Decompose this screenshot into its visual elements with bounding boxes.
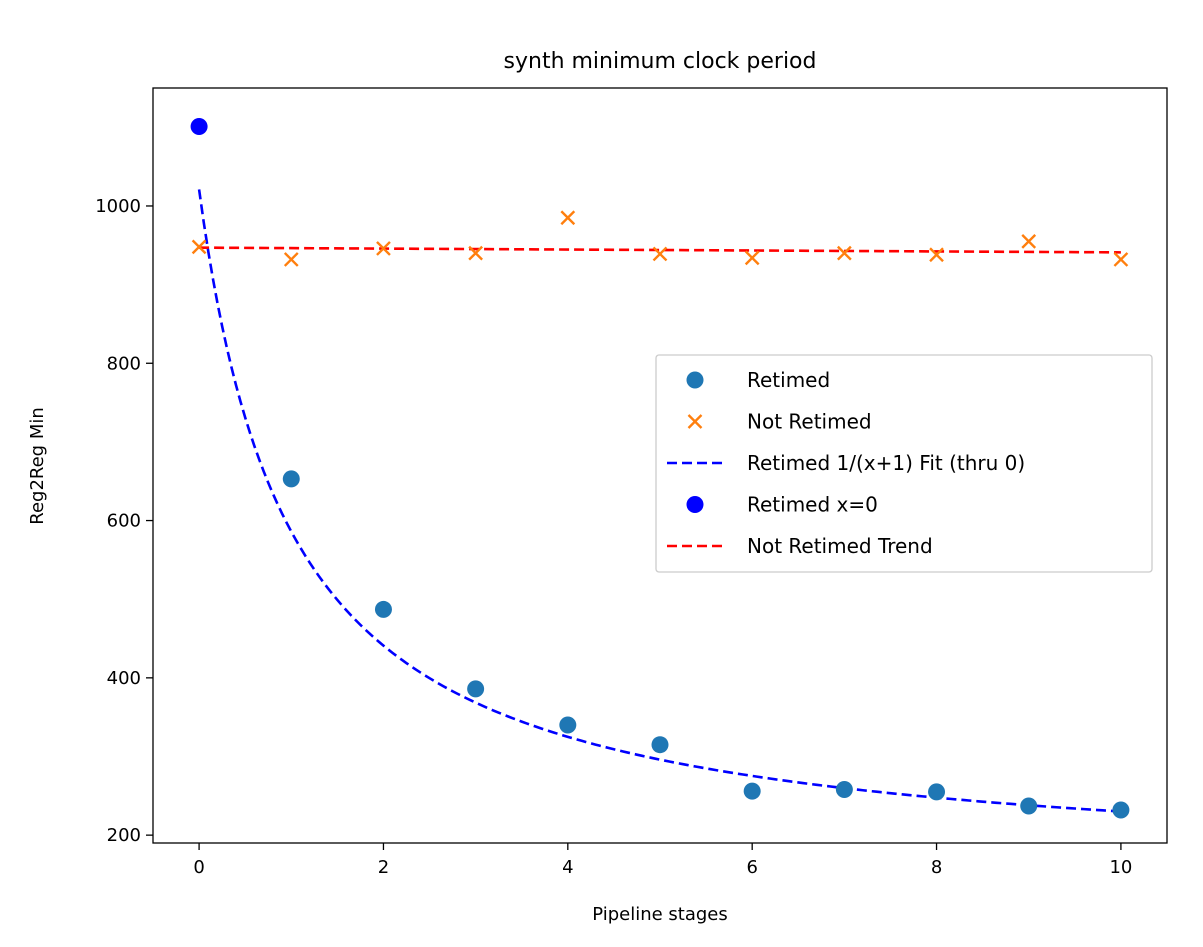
not-retimed-point <box>1021 234 1037 249</box>
legend-item: Retimed 1/(x+1) Fit (thru 0) <box>667 451 1025 475</box>
legend-label: Retimed x=0 <box>747 493 878 517</box>
y-tick-label: 1000 <box>95 196 141 217</box>
x-marker-stroke <box>1021 234 1037 249</box>
x-tick-label: 10 <box>1109 857 1132 878</box>
legend-frame <box>655 354 1153 573</box>
retimed-point <box>928 783 946 801</box>
x-marker-stroke <box>468 245 483 261</box>
not-retimed-point <box>929 247 944 263</box>
not-retimed-point <box>376 241 391 256</box>
retimed-point <box>374 600 392 618</box>
plot-area <box>152 87 1168 844</box>
x-marker-stroke <box>560 210 576 226</box>
legend-item: Not Retimed <box>687 410 872 434</box>
legend: Retimed Not Retimed Retimed 1/(x+1) Fit (t… <box>655 354 1153 573</box>
chart-title: synth minimum clock period <box>504 49 817 74</box>
not-retimed-trend-line <box>199 246 1121 254</box>
y-tick-label: 800 <box>107 353 141 374</box>
x-marker-stroke <box>376 241 391 256</box>
x-tick-label: 6 <box>746 857 757 878</box>
x-marker-stroke <box>837 245 852 261</box>
not-retimed-point <box>560 210 576 226</box>
y-tick-label: 600 <box>107 511 141 532</box>
y-tick-label: 200 <box>107 825 141 846</box>
legend-circle-marker <box>686 371 704 389</box>
legend-x-marker <box>687 414 703 429</box>
retimed-point <box>835 781 853 799</box>
retimed-point <box>467 680 485 698</box>
x-marker-stroke <box>1113 252 1129 267</box>
not-retimed-point <box>744 250 760 266</box>
legend-item: Retimed x=0 <box>686 493 878 517</box>
retimed-point <box>743 782 761 800</box>
x-marker-stroke <box>744 250 760 266</box>
retimed-x0-point <box>190 118 208 136</box>
not-retimed-point <box>283 252 299 267</box>
legend-circle-marker <box>686 496 704 513</box>
series-layer <box>190 118 1130 819</box>
retimed-fit-line <box>197 189 1121 813</box>
y-axis-label: Reg2Reg Min <box>27 407 48 525</box>
x-tick-label: 4 <box>562 857 573 878</box>
legend-label: Not Retimed <box>747 410 872 434</box>
retimed-point <box>559 716 577 734</box>
legend-label: Retimed 1/(x+1) Fit (thru 0) <box>747 451 1025 475</box>
axes-layer: 0 2 4 6 8 10 200 400 600 800 1000 <box>95 196 1132 878</box>
legend-label: Not Retimed Trend <box>747 534 933 558</box>
x-tick-label: 2 <box>378 857 389 878</box>
y-tick-label: 400 <box>107 668 141 689</box>
x-tick-label: 0 <box>193 857 204 878</box>
x-marker-stroke <box>652 246 668 262</box>
x-tick-label: 8 <box>931 857 942 878</box>
not-retimed-point <box>191 239 207 255</box>
x-marker-stroke <box>283 252 299 267</box>
legend-item: Retimed <box>686 368 830 392</box>
legend-item: Not Retimed Trend <box>667 534 933 558</box>
not-retimed-point <box>1113 252 1129 267</box>
legend-label: Retimed <box>747 368 830 392</box>
x-marker-stroke <box>687 414 703 429</box>
not-retimed-point <box>652 246 668 262</box>
x-marker-stroke <box>191 239 207 255</box>
retimed-point <box>282 470 300 488</box>
retimed-point <box>1020 797 1038 815</box>
x-axis-label: Pipeline stages <box>592 904 728 925</box>
retimed-point <box>651 736 669 754</box>
x-marker-stroke <box>929 247 944 263</box>
not-retimed-point <box>468 245 483 261</box>
retimed-point <box>1112 801 1130 819</box>
not-retimed-point <box>837 245 852 261</box>
